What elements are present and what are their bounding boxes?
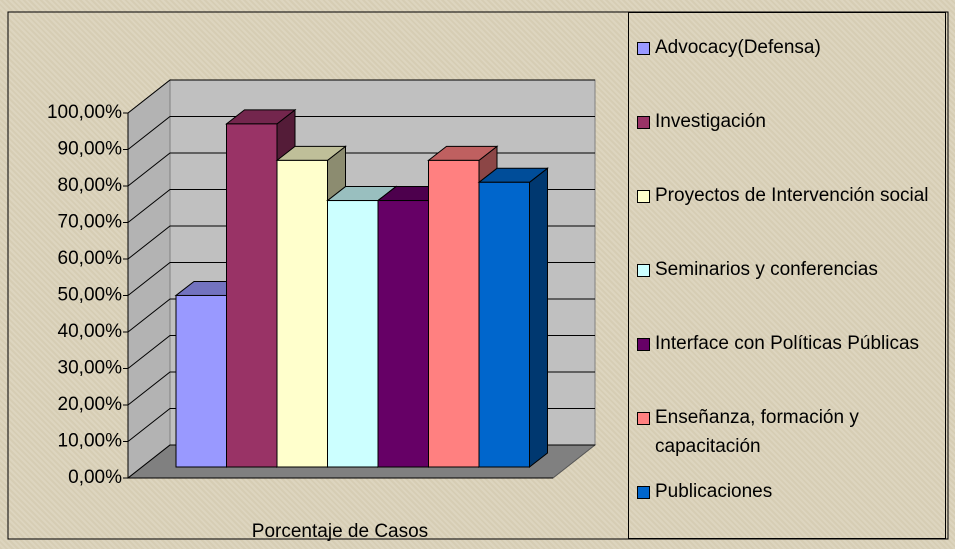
legend-item: Enseñanza, formación y capacitación [637,403,955,461]
x-tick-label: Porcentaje de Casos [252,521,428,542]
y-tick-label: 40,00% [58,321,123,342]
y-tick-label: 30,00% [58,358,123,379]
y-tick-label: 90,00% [58,139,123,160]
y-tick-label: 60,00% [58,248,123,269]
legend-swatch [637,264,650,277]
legend-item: Advocacy(Defensa) [637,33,955,62]
y-tick-label: 50,00% [58,285,123,306]
y-tick-label: 80,00% [58,175,123,196]
bar [276,159,328,468]
legend-item: Investigación [637,107,955,136]
legend-label: Seminarios y conferencias [655,259,878,280]
legend-swatch [637,190,650,203]
bar [175,294,227,468]
y-tick-label: 20,00% [58,394,123,415]
legend-label: Enseñanza, formación y capacitación [655,407,859,457]
legend: Advocacy(Defensa) Investigación Proyectos … [628,12,946,539]
y-tick-label: 100,00% [47,102,122,123]
grid-line [127,116,595,150]
bar-side [529,167,548,469]
y-tick-label: 0,00% [68,467,122,488]
legend-label: Publicaciones [655,481,773,502]
bar [478,181,530,468]
legend-swatch [637,116,650,129]
y-tick-label: 10,00% [58,431,123,452]
bar-group [477,167,549,469]
legend-swatch [637,412,650,425]
bar [226,123,278,468]
grid-line [127,79,595,114]
legend-label: Investigación [655,111,766,132]
legend-item: Proyectos de Intervención social [637,181,955,210]
legend-item: Seminarios y conferencias [637,255,955,284]
legend-swatch [637,338,650,351]
legend-item: Publicaciones [637,477,955,506]
chart-border [7,11,949,540]
y-tick-label: 70,00% [58,212,123,233]
bar [428,159,480,468]
bar [377,200,429,468]
legend-swatch [637,486,650,499]
legend-label: Proyectos de Intervención social [655,185,929,206]
legend-item: Interface con Políticas Públicas [637,329,955,358]
bar [327,200,379,468]
legend-label: Interface con Políticas Públicas [655,333,920,354]
legend-label: Advocacy(Defensa) [655,37,821,58]
legend-swatch [637,42,650,55]
